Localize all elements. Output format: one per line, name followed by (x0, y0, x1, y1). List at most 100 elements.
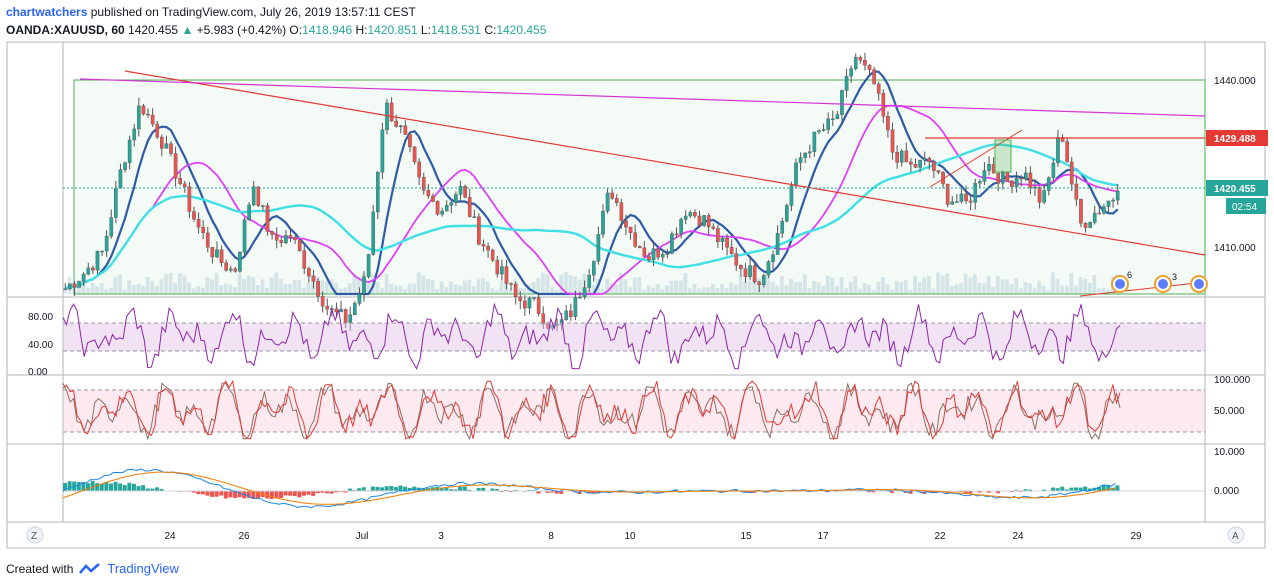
candle[interactable] (288, 235, 293, 238)
candle[interactable] (155, 123, 160, 138)
candle[interactable] (720, 238, 725, 242)
candle[interactable] (256, 186, 261, 206)
candle[interactable] (642, 247, 647, 257)
candle[interactable] (440, 210, 444, 215)
candle[interactable] (72, 283, 77, 288)
candle[interactable] (569, 310, 573, 317)
candle[interactable] (196, 219, 201, 228)
candle[interactable] (582, 287, 587, 298)
candle[interactable] (752, 265, 757, 283)
candle[interactable] (578, 296, 582, 299)
candle[interactable] (431, 195, 435, 202)
candle[interactable] (274, 234, 279, 241)
candle[interactable] (343, 309, 348, 323)
candle[interactable] (794, 162, 798, 187)
candle[interactable] (679, 219, 683, 235)
candle[interactable] (628, 226, 633, 233)
candle[interactable] (357, 293, 362, 304)
candle[interactable] (1014, 177, 1019, 187)
candle[interactable] (729, 246, 734, 254)
candle[interactable] (408, 134, 412, 148)
candle[interactable] (587, 274, 592, 288)
candle[interactable] (228, 268, 233, 271)
candle[interactable] (141, 105, 146, 115)
candle[interactable] (481, 244, 486, 247)
candle[interactable] (137, 105, 141, 130)
candle[interactable] (614, 198, 619, 203)
candle[interactable] (780, 221, 785, 234)
candle[interactable] (389, 102, 394, 122)
candle[interactable] (743, 268, 748, 277)
candle[interactable] (523, 300, 527, 309)
candle[interactable] (913, 163, 918, 168)
candle[interactable] (835, 114, 840, 119)
candle[interactable] (683, 215, 688, 220)
candle[interactable] (1069, 161, 1074, 185)
candle[interactable] (757, 281, 762, 285)
candle[interactable] (1010, 180, 1014, 187)
candle[interactable] (251, 186, 256, 206)
candle[interactable] (702, 215, 706, 226)
candle[interactable] (596, 234, 601, 262)
candle[interactable] (830, 118, 835, 120)
candle[interactable] (1079, 199, 1083, 224)
candle[interactable] (899, 150, 904, 163)
candle[interactable] (215, 249, 219, 258)
candle[interactable] (573, 297, 578, 317)
trendline-magenta[interactable] (79, 78, 1206, 117)
candle[interactable] (807, 151, 812, 154)
candle[interactable] (927, 157, 932, 162)
candle[interactable] (412, 146, 417, 163)
candle[interactable] (826, 118, 830, 130)
zoom-button[interactable]: Z (26, 526, 44, 544)
candle[interactable] (785, 205, 789, 222)
candle[interactable] (803, 152, 808, 158)
candle[interactable] (945, 183, 950, 205)
candle[interactable] (371, 211, 376, 255)
candle[interactable] (307, 268, 311, 277)
candle[interactable] (973, 182, 978, 203)
candle[interactable] (398, 125, 403, 128)
candle[interactable] (651, 248, 656, 260)
candle[interactable] (978, 181, 982, 184)
candle[interactable] (771, 254, 775, 262)
trendline-red-main[interactable] (124, 70, 1206, 256)
candle[interactable] (224, 262, 228, 271)
candle[interactable] (173, 153, 178, 179)
candle[interactable] (1019, 177, 1024, 180)
candle[interactable] (1037, 186, 1042, 203)
candle[interactable] (955, 201, 959, 203)
candle[interactable] (500, 266, 504, 275)
auto-scale-button[interactable]: A (1227, 526, 1245, 544)
candle[interactable] (1065, 141, 1069, 163)
candle[interactable] (610, 192, 614, 199)
candle[interactable] (394, 120, 398, 127)
candle[interactable] (123, 162, 127, 170)
candle[interactable] (159, 136, 164, 149)
candle[interactable] (647, 256, 651, 260)
candle[interactable] (890, 129, 895, 153)
candle[interactable] (192, 211, 196, 220)
candle[interactable] (670, 233, 674, 254)
candle[interactable] (472, 216, 477, 218)
candle[interactable] (1074, 183, 1079, 200)
candle[interactable] (403, 125, 408, 135)
time-axis[interactable]: 24 26 Jul 3 8 10 15 17 22 24 29 (164, 531, 1142, 542)
candle[interactable] (909, 161, 913, 165)
candle[interactable] (164, 143, 169, 149)
candle[interactable] (739, 264, 743, 269)
candle[interactable] (458, 186, 463, 195)
candle[interactable] (725, 238, 729, 248)
candle[interactable] (293, 237, 297, 240)
candle[interactable] (205, 232, 210, 248)
candle[interactable] (495, 260, 500, 275)
candle[interactable] (748, 265, 752, 277)
candle[interactable] (297, 239, 302, 251)
candle[interactable] (104, 235, 109, 252)
candle[interactable] (762, 275, 766, 285)
candle[interactable] (895, 152, 899, 163)
candle[interactable] (454, 194, 458, 203)
candle[interactable] (118, 169, 123, 189)
candle[interactable] (334, 308, 339, 313)
candle[interactable] (711, 226, 716, 229)
